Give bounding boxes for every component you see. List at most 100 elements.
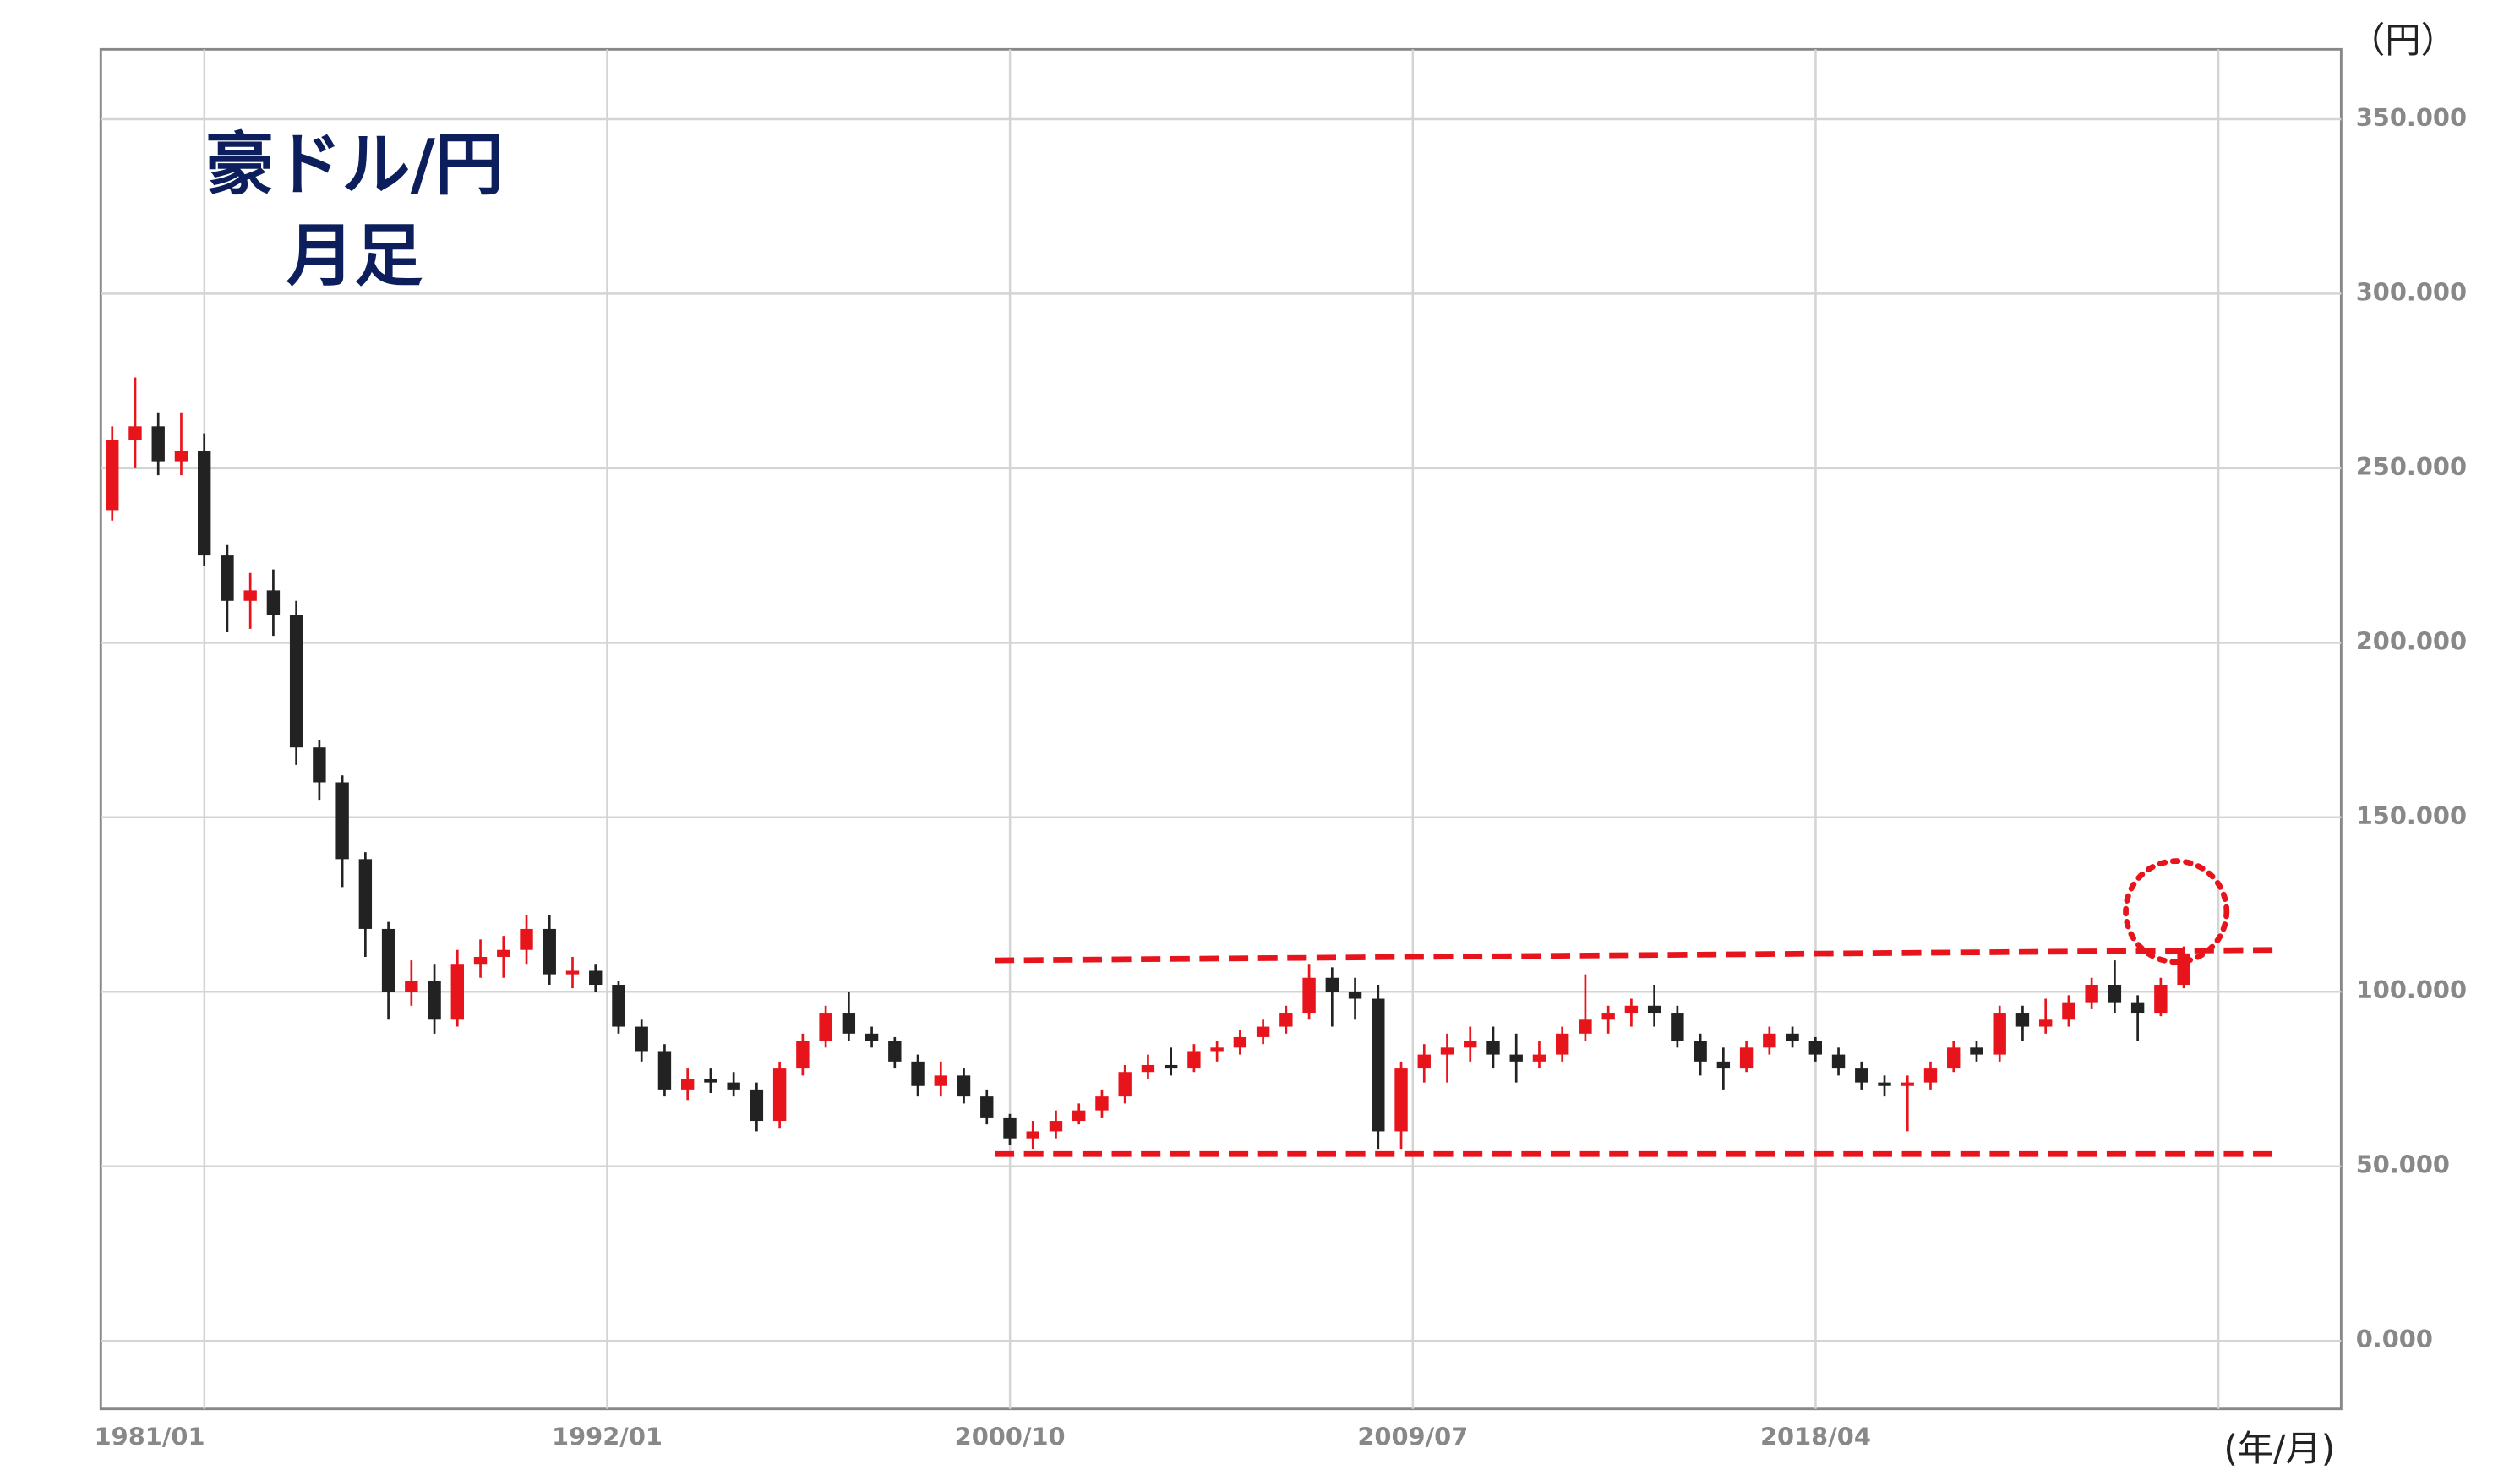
chart-title: 豪ドル/円: [205, 126, 504, 205]
candle-body: [657, 1051, 672, 1090]
x-tick-label: 2009/07: [1357, 1422, 1468, 1451]
candle-body: [1233, 1036, 1247, 1048]
candle-body: [2062, 1002, 2075, 1020]
candle-body: [128, 426, 142, 440]
candle-body: [2038, 1019, 2053, 1027]
candle-body: [1279, 1013, 1293, 1027]
candle-body: [2015, 1013, 2030, 1027]
candle-body: [680, 1079, 695, 1090]
y-unit: （円）: [2349, 19, 2457, 61]
candle-body: [865, 1033, 879, 1041]
candle-body: [565, 970, 580, 975]
candle-body: [1601, 1013, 1615, 1020]
candle-body: [405, 981, 418, 992]
candle-body: [335, 782, 349, 860]
candle-body: [1372, 998, 1385, 1132]
candle-body: [1003, 1117, 1017, 1139]
candle-body: [1831, 1054, 1846, 1069]
candle-body: [934, 1075, 947, 1086]
candle-body: [1026, 1131, 1039, 1139]
y-tick-label: 200.000: [2356, 626, 2467, 655]
x-tick-label: 2000/10: [955, 1422, 1066, 1451]
candle-body: [1210, 1047, 1224, 1052]
candle-body: [1694, 1041, 1707, 1062]
y-tick-label: 0.000: [2356, 1325, 2433, 1353]
range-line: [994, 947, 2277, 964]
candle-body: [957, 1075, 971, 1097]
candle-body: [313, 747, 326, 783]
candle-body: [1878, 1082, 1891, 1086]
candle-body: [289, 615, 303, 748]
candle-body: [1417, 1054, 1431, 1069]
plot-frame: [99, 47, 2343, 1411]
x-tick-label: 1981/01: [95, 1422, 205, 1451]
candle-body: [358, 859, 373, 929]
candle-body: [1164, 1064, 1178, 1069]
candle-body: [1394, 1068, 1408, 1132]
candle-body: [1901, 1082, 1914, 1086]
y-tick-label: 250.000: [2356, 452, 2467, 481]
candle-body: [497, 949, 510, 957]
y-tick-label: 50.000: [2356, 1150, 2450, 1179]
candle-body: [980, 1096, 994, 1118]
x-unit: (年/月): [2223, 1428, 2335, 1469]
candle-body: [1486, 1041, 1500, 1055]
candle-body: [151, 426, 165, 462]
y-tick-label: 100.000: [2356, 975, 2467, 1004]
candle-body: [888, 1041, 902, 1062]
candle-body: [473, 956, 488, 965]
x-tick-label: 2018/04: [1760, 1422, 1871, 1451]
y-tick-label: 300.000: [2356, 277, 2467, 306]
candle-body: [1786, 1033, 1799, 1041]
y-tick-label: 350.000: [2356, 103, 2467, 132]
candle-body: [1555, 1033, 1569, 1055]
highlight-circle: [2123, 858, 2230, 965]
candle-body: [1624, 1005, 1639, 1014]
annotations: [994, 858, 2277, 1157]
candle-body: [1095, 1096, 1109, 1111]
candle-body: [1187, 1051, 1201, 1069]
chart-subtitle: 月足: [286, 216, 423, 296]
candle-body: [543, 928, 556, 975]
candle-body: [1923, 1068, 1938, 1083]
candle-body: [1141, 1064, 1155, 1073]
candle-body: [1716, 1061, 1731, 1069]
candle-body: [1118, 1072, 1132, 1097]
candle-body: [1671, 1013, 1684, 1041]
candle-body: [1763, 1033, 1776, 1048]
candle-body: [796, 1041, 810, 1069]
candle-body: [381, 928, 395, 992]
candle-body: [221, 555, 234, 601]
candle-body: [106, 440, 119, 511]
candle-body: [1464, 1041, 1477, 1048]
candle-body: [589, 970, 603, 986]
grid: [101, 49, 2342, 1409]
candle-body: [1256, 1026, 1270, 1037]
candle-body: [612, 985, 625, 1027]
candle-body: [1947, 1047, 1961, 1069]
candle-body: [1739, 1047, 1754, 1069]
candle-body: [911, 1061, 925, 1086]
candle-body: [1970, 1047, 1983, 1055]
candle-body: [520, 928, 533, 950]
candle-body: [1072, 1110, 1086, 1122]
x-tick-label: 1992/01: [552, 1422, 663, 1451]
candle-body: [1532, 1054, 1546, 1062]
candle-body: [2154, 985, 2168, 1014]
y-tick-label: 150.000: [2356, 801, 2467, 830]
candle-body: [1579, 1019, 1592, 1034]
candle-body: [1993, 1013, 2006, 1055]
candle-body: [174, 451, 188, 462]
candle-body: [1348, 992, 1362, 999]
candle-body: [428, 981, 441, 1020]
candle-body: [243, 590, 257, 601]
candle-body: [266, 590, 281, 615]
candle-body: [2085, 985, 2098, 1003]
candle-body: [1440, 1047, 1454, 1055]
candle-body: [727, 1082, 740, 1090]
candle-body: [2108, 985, 2122, 1003]
candle-body: [1509, 1054, 1523, 1062]
candle-body: [198, 451, 211, 556]
candle-body: [450, 964, 465, 1020]
